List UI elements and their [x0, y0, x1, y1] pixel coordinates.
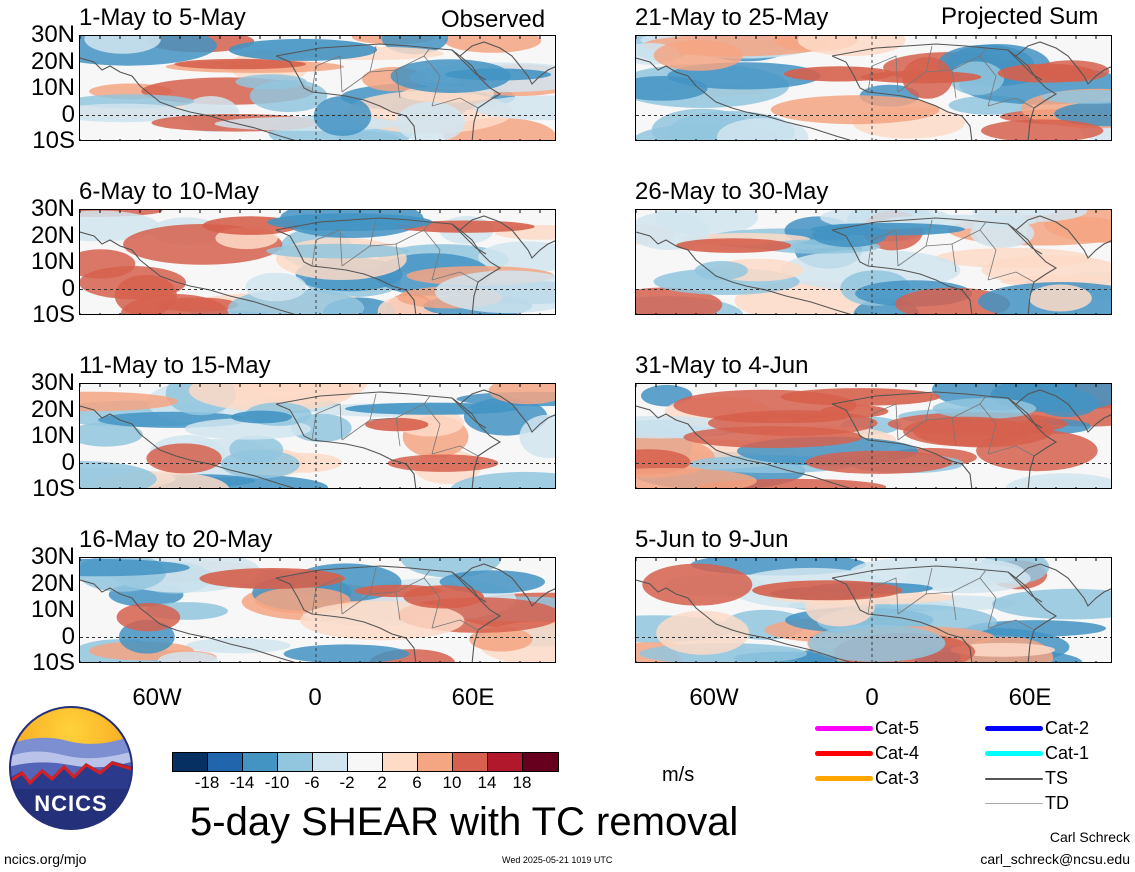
legend-label: Cat-1: [1045, 743, 1090, 763]
lat-label: 10N: [30, 74, 75, 101]
lon-label-left-60w: 60W: [132, 684, 182, 711]
colorbar-bin: [488, 753, 523, 771]
lat-label: 10S: [32, 649, 75, 676]
colorbar-tick-label: -18: [194, 773, 220, 792]
colorbar-bin: [523, 753, 558, 771]
colorbar-tick-label: -10: [264, 773, 290, 792]
shear-map-panel: [79, 209, 556, 315]
colorbar-bin: [243, 753, 278, 771]
panel-title: 16-May to 20-May: [79, 526, 273, 553]
lat-label: 10S: [32, 301, 75, 328]
panel-title: 5-Jun to 9-Jun: [635, 526, 789, 553]
legend-swatch: [815, 726, 873, 731]
colorbar-bin: [453, 753, 488, 771]
author-name: Carl Schreck: [1049, 829, 1130, 845]
lat-label: 0: [61, 100, 75, 128]
legend-label: Cat-5: [875, 718, 920, 738]
legend-swatch: [985, 803, 1043, 804]
colorbar-bin: [278, 753, 313, 771]
colorbar-tick-label: -6: [304, 773, 320, 792]
shear-map-panel: [635, 35, 1112, 141]
lon-label-right-60e: 60E: [1008, 684, 1052, 711]
lat-label: 10S: [32, 475, 75, 502]
lon-label-right-0: 0: [865, 684, 879, 711]
lat-label: 10N: [30, 248, 75, 275]
lat-label: 30N: [30, 195, 75, 222]
main-title: 5-day SHEAR with TC removal: [190, 800, 739, 844]
lon-label-left-0: 0: [308, 684, 322, 711]
colorbar-bin: [173, 753, 208, 771]
ncics-logo: NCICS: [8, 705, 134, 836]
legend-swatch: [985, 751, 1043, 756]
colorbar-bin: [383, 753, 418, 771]
legend-swatch: [815, 776, 873, 781]
panel-title: 26-May to 30-May: [635, 178, 829, 205]
lat-label: 20N: [30, 569, 75, 597]
colorbar-bin: [348, 753, 383, 771]
lat-label: 0: [61, 448, 75, 476]
lat-label: 20N: [30, 47, 75, 75]
lat-label: 30N: [30, 543, 75, 570]
lat-label: 10S: [32, 127, 75, 154]
lat-label: 0: [61, 622, 75, 650]
logo-text: NCICS: [34, 791, 108, 816]
colorbar-tick-label: 6: [412, 773, 422, 792]
shear-map-panel: [635, 383, 1112, 489]
colorbar-tick-label: 2: [377, 773, 387, 792]
legend-label: TD: [1045, 793, 1069, 813]
lat-label: 10N: [30, 596, 75, 623]
lon-label-right-60w: 60W: [689, 684, 739, 711]
panel-title: 21-May to 25-May: [635, 4, 829, 31]
lat-label: 20N: [30, 221, 75, 249]
panel-title: 31-May to 4-Jun: [635, 352, 809, 379]
lat-label: 20N: [30, 395, 75, 423]
legend-swatch: [985, 778, 1043, 780]
colorbar-bin: [208, 753, 243, 771]
colorbar-unit: m/s: [662, 764, 695, 786]
projected-header: Projected Sum: [941, 3, 1099, 30]
shear-map-panel: [635, 557, 1112, 663]
panel-title: 11-May to 15-May: [79, 352, 271, 379]
lat-label: 30N: [30, 21, 75, 48]
lat-label: 30N: [30, 369, 75, 396]
lat-label: 0: [61, 274, 75, 302]
observed-header: Observed: [441, 6, 546, 33]
colorbar-bin: [418, 753, 453, 771]
shear-map-panel: [79, 383, 556, 489]
shear-map-panel: [79, 557, 556, 663]
panel-title: 6-May to 10-May: [79, 178, 260, 205]
legend-swatch: [985, 726, 1043, 731]
colorbar-tick-label: -14: [229, 773, 255, 792]
colorbar-tick-label: -2: [339, 773, 355, 792]
colorbar-tick-label: 14: [477, 773, 497, 792]
lat-label: 10N: [30, 422, 75, 449]
legend-label: Cat-4: [875, 743, 920, 763]
source-url[interactable]: ncics.org/mjo: [4, 851, 87, 867]
lon-label-left-60e: 60E: [451, 684, 495, 711]
legend-label: Cat-2: [1045, 718, 1090, 738]
legend-label: Cat-3: [875, 768, 920, 788]
legend-swatch: [815, 751, 873, 756]
colorbar-tick-label: 10: [442, 773, 462, 792]
shear-map-panel: [635, 209, 1112, 315]
colorbar: [172, 752, 559, 772]
author-email[interactable]: carl_schreck@ncsu.edu: [980, 851, 1130, 867]
colorbar-tick-label: 18: [512, 773, 532, 792]
legend-label: TS: [1045, 768, 1069, 788]
shear-map-panel: [79, 35, 556, 141]
panel-title: 1-May to 5-May: [79, 4, 246, 31]
timestamp: Wed 2025-05-21 1019 UTC: [502, 855, 613, 865]
colorbar-bin: [313, 753, 348, 771]
